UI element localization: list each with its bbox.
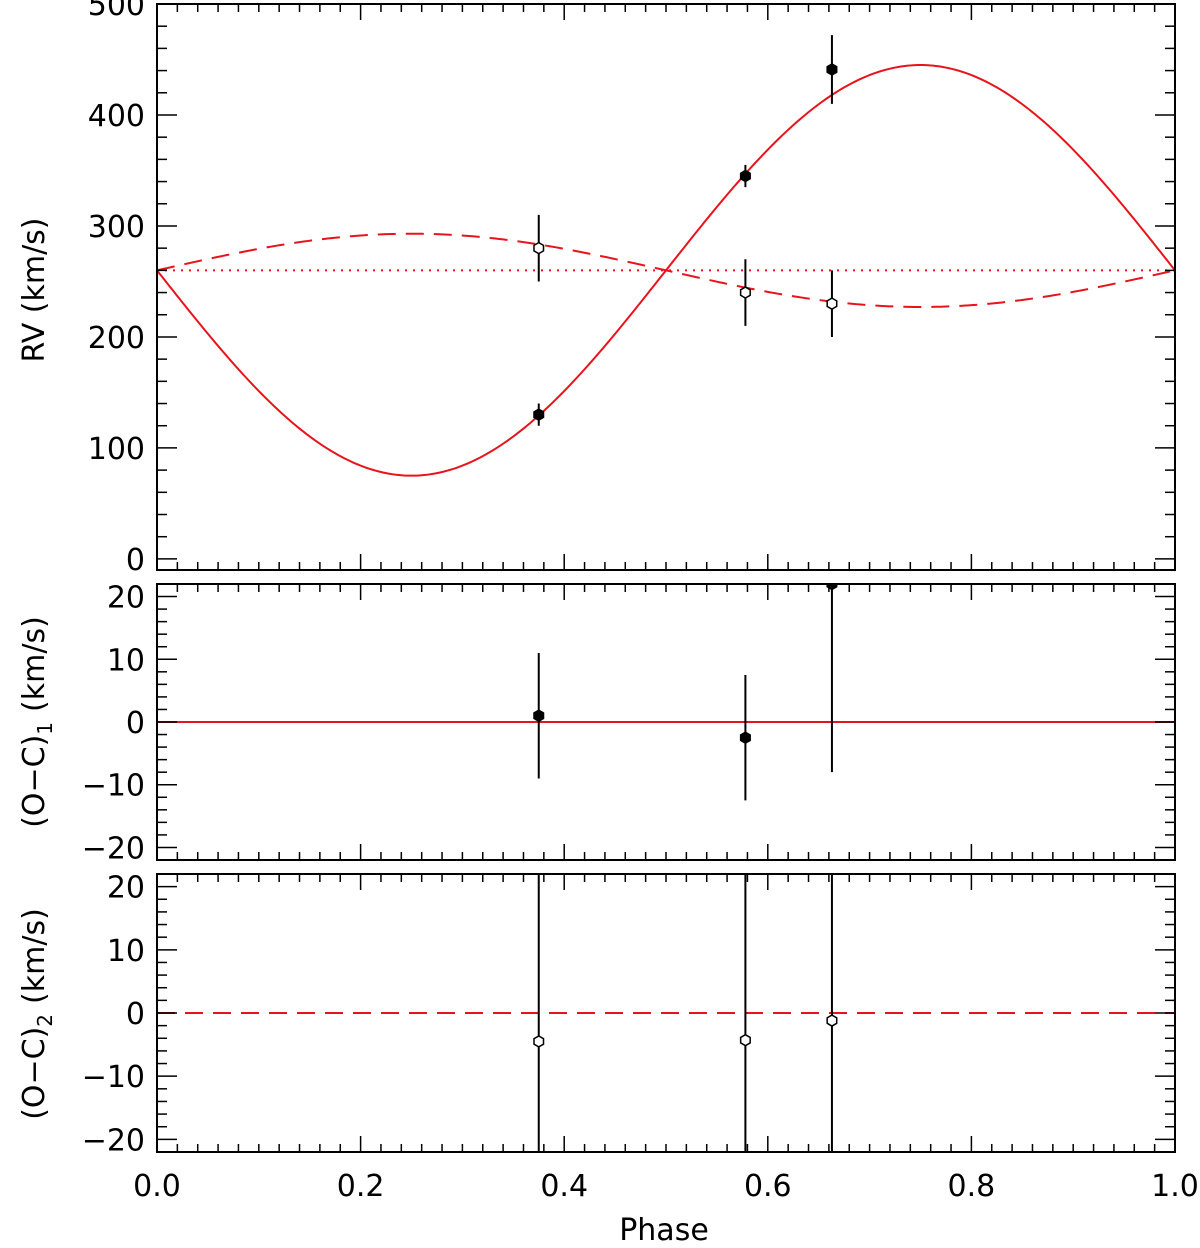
rv-y-tick-label: 100: [88, 432, 145, 467]
rv-secondary-point: [533, 241, 545, 255]
axes: [156, 3, 1176, 1153]
oc1-y-tick-label: −20: [82, 831, 145, 866]
rv-curves-group: [157, 64, 1175, 477]
model-curves: [157, 64, 1175, 1014]
oc1-y-tick-label: 0: [126, 706, 145, 741]
oc2-y-tick-label: 10: [107, 934, 145, 969]
x-tick-label: 0.8: [948, 1169, 996, 1204]
rv-secondary-point: [739, 286, 751, 299]
x-tick-label: 0.0: [133, 1169, 181, 1204]
x-tick-label: 0.6: [744, 1169, 792, 1204]
data-points: [533, 35, 838, 1152]
rv-frame: [156, 3, 1176, 571]
x-tick-label: 1.0: [1151, 1169, 1199, 1204]
oc1-y-tick-label: 20: [107, 581, 145, 616]
oc1-primary-point: [739, 731, 751, 745]
tick-labels: 0 100 200 300 400 500 −20 −10 0 10 20 −20 −10 0 10 20 0.…: [82, 0, 1199, 1204]
oc2-label-main: (O−C): [17, 1027, 52, 1120]
oc1-label-main: (O−C): [17, 735, 52, 828]
oc2-label-units: (km/s): [17, 908, 52, 1004]
rv-primary-point: [826, 63, 838, 76]
x-tick-label: 0.4: [540, 1169, 588, 1204]
rv-y-tick-label: 400: [88, 99, 145, 134]
rv-y-tick-label: 500: [88, 0, 145, 23]
oc1-label-sub: 1: [33, 722, 57, 735]
oc2-label-sub: 2: [33, 1014, 57, 1027]
rv-primary-point: [739, 169, 751, 183]
rv-primary-point: [533, 408, 545, 421]
oc2-points-group: [533, 874, 838, 1152]
primary-rv-curve: [157, 64, 1175, 477]
oc2-y-axis-title: (O−C)2 (km/s): [17, 908, 57, 1120]
oc1-points-group: [533, 584, 838, 801]
oc2-secondary-point: [826, 1014, 838, 1027]
oc1-y-tick-label: 10: [107, 643, 145, 678]
oc2-secondary-point: [739, 1033, 751, 1047]
rv-y-axis-title: RV (km/s): [17, 217, 52, 362]
rv-secondary-point: [826, 297, 838, 311]
rv-y-tick-label: 0: [126, 543, 145, 578]
oc2-y-tick-label: 0: [126, 997, 145, 1032]
oc1-y-tick-label: −10: [82, 769, 145, 804]
oc2-secondary-point: [533, 1035, 545, 1048]
oc1-y-axis-title: (O−C)1 (km/s): [17, 616, 57, 828]
rv-y-tick-label: 300: [88, 210, 145, 245]
oc2-y-tick-label: 20: [107, 871, 145, 906]
x-tick-label: 0.2: [337, 1169, 385, 1204]
oc1-label-units: (km/s): [17, 616, 52, 712]
oc1-primary-point: [533, 709, 545, 723]
oc2-y-tick-label: −20: [82, 1123, 145, 1158]
rv-y-tick-label: 200: [88, 321, 145, 356]
rv-points-group: [533, 35, 838, 426]
x-axis-title: Phase: [619, 1213, 709, 1248]
oc2-y-tick-label: −10: [82, 1060, 145, 1095]
